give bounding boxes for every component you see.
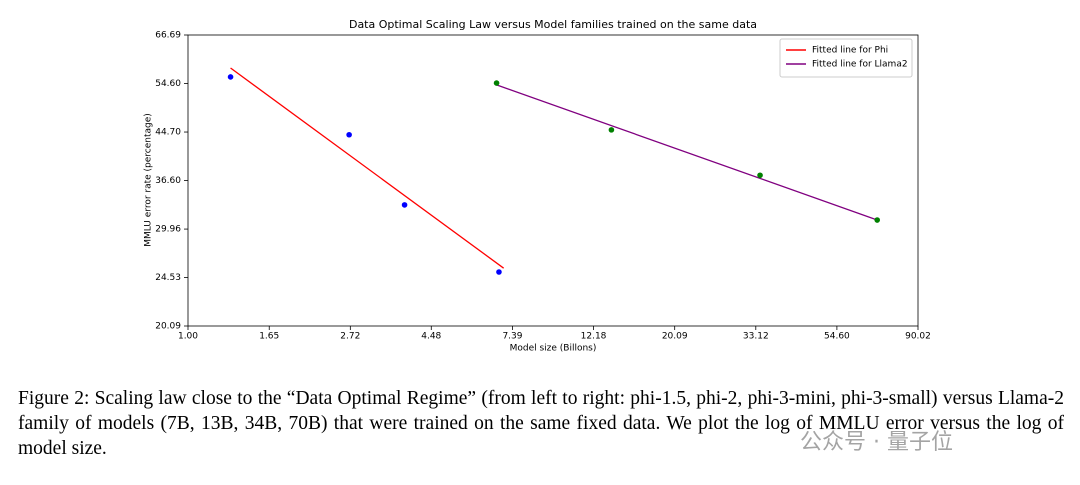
fitted-line: [230, 67, 505, 269]
x-tick-label: 1.65: [259, 332, 279, 342]
data-point: [496, 269, 502, 275]
watermark: 公众号 · 量子位: [800, 430, 953, 455]
y-tick-label: 36.60: [155, 176, 181, 186]
chart-title: Data Optimal Scaling Law versus Model fa…: [349, 18, 757, 31]
y-tick-label: 20.09: [155, 322, 181, 332]
x-tick-label: 1.00: [178, 332, 198, 342]
x-tick-label: 54.60: [824, 332, 850, 342]
fitted-line: [496, 84, 878, 221]
data-point: [346, 131, 352, 138]
data-point: [401, 202, 408, 208]
y-tick-label: 44.70: [155, 128, 181, 138]
x-tick-label: 2.72: [340, 332, 360, 342]
y-tick-label: 66.69: [155, 31, 181, 41]
data-point: [757, 172, 763, 179]
chart: Data Optimal Scaling Law versus Model fa…: [144, 18, 931, 354]
legend-label: Fitted line for Phi: [812, 46, 888, 56]
data-point: [493, 80, 500, 86]
data-point: [608, 127, 615, 133]
y-tick-label: 24.53: [155, 273, 181, 283]
x-axis-label: Model size (Billons): [510, 344, 597, 354]
x-tick-label: 90.02: [905, 332, 931, 342]
y-tick-label: 29.96: [155, 225, 181, 235]
legend-box: [779, 38, 913, 78]
y-axis-label: MMLU error rate (percentage): [144, 113, 154, 247]
legend-label: Fitted line for Llama2: [812, 60, 908, 70]
plot-frame: [187, 34, 919, 327]
x-tick-label: 20.09: [662, 332, 688, 342]
x-tick-label: 4.48: [421, 332, 441, 342]
x-tick-label: 7.39: [502, 332, 522, 342]
x-tick-label: 33.12: [743, 332, 769, 342]
figure-caption: Figure 2: Scaling law close to the “Data…: [18, 388, 1064, 459]
x-tick-label: 12.18: [581, 332, 607, 342]
data-point: [874, 217, 880, 223]
y-tick-label: 54.60: [155, 79, 181, 89]
data-point: [227, 74, 234, 80]
